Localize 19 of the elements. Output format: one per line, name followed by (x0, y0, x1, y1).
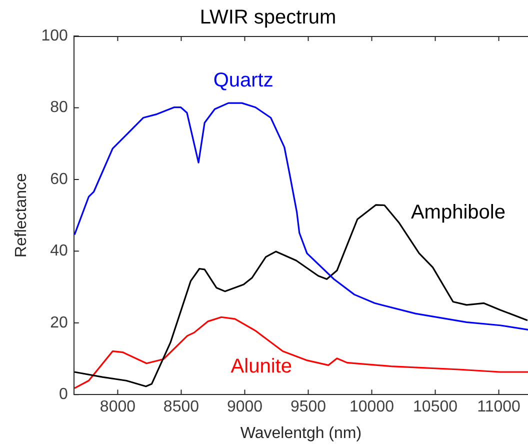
series-label: Quartz (213, 70, 274, 92)
series-label: Alunite (230, 356, 292, 378)
y-axis-title: Reflectance (13, 172, 30, 258)
y-tick-label: 40 (50, 242, 68, 260)
y-tick-label: 100 (41, 27, 68, 44)
y-tick-label: 80 (50, 99, 68, 116)
y-tick-label: 60 (50, 170, 68, 188)
x-tick-label: 9500 (290, 398, 326, 416)
x-tick-label: 9000 (226, 398, 263, 416)
x-tick-label: 8000 (100, 398, 136, 416)
x-tick-label: 11000 (477, 398, 521, 416)
x-axis-title: Wavelentgh (nm) (240, 424, 362, 442)
y-tick-label: 0 (58, 386, 68, 404)
y-tick-label: 20 (50, 314, 68, 332)
x-tick-label: 8500 (163, 398, 200, 416)
series-label: Amphibole (410, 201, 506, 224)
chart-title: LWIR spectrum (200, 6, 336, 29)
x-tick-label: 10500 (413, 398, 458, 416)
x-tick-label: 10000 (350, 398, 394, 416)
